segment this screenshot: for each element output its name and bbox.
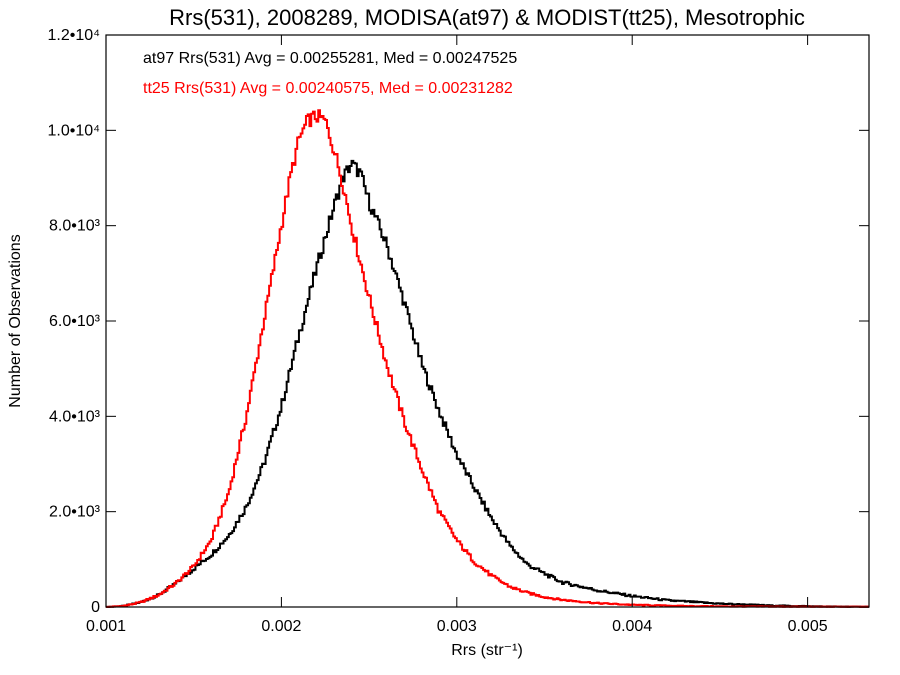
x-tick-label: 0.001 — [86, 618, 126, 635]
series-line — [106, 159, 869, 608]
plot-frame — [105, 34, 870, 608]
x-axis: 0.001 0.002 0.003 0.004 0.005 — [86, 35, 828, 635]
legend: at97 Rrs(531) Avg = 0.00255281, Med = 0.… — [143, 50, 517, 97]
y-tick-label: 1.2•10⁴ — [47, 27, 100, 44]
x-axis-label: Rrs (str⁻¹) — [451, 642, 523, 659]
y-tick-label: 8.0•10³ — [49, 218, 101, 235]
y-tick-label: 0 — [91, 599, 100, 616]
y-tick-label: 4.0•10³ — [49, 408, 101, 425]
x-tick-label: 0.005 — [788, 618, 828, 635]
x-tick-label: 0.002 — [261, 618, 301, 635]
y-axis-label: Number of Observations — [7, 234, 24, 407]
y-tick-label: 2.0•10³ — [49, 504, 101, 521]
legend-annotation: at97 Rrs(531) Avg = 0.00255281, Med = 0.… — [143, 50, 517, 67]
y-tick-label: 1.0•10⁴ — [47, 122, 100, 139]
series-line — [106, 109, 869, 608]
y-tick-label: 6.0•10³ — [49, 313, 101, 330]
plot-lines — [106, 109, 869, 608]
x-tick-label: 0.003 — [437, 618, 477, 635]
chart-title: Rrs(531), 2008289, MODISA(at97) & MODIST… — [169, 5, 805, 30]
x-tick-label: 0.004 — [612, 618, 652, 635]
legend-annotation: tt25 Rrs(531) Avg = 0.00240575, Med = 0.… — [143, 80, 513, 97]
y-axis: 0 2.0•10³ 4.0•10³ 6.0•10³ 8.0•10³ 1.0•10⁴ 1.2•… — [47, 27, 869, 616]
